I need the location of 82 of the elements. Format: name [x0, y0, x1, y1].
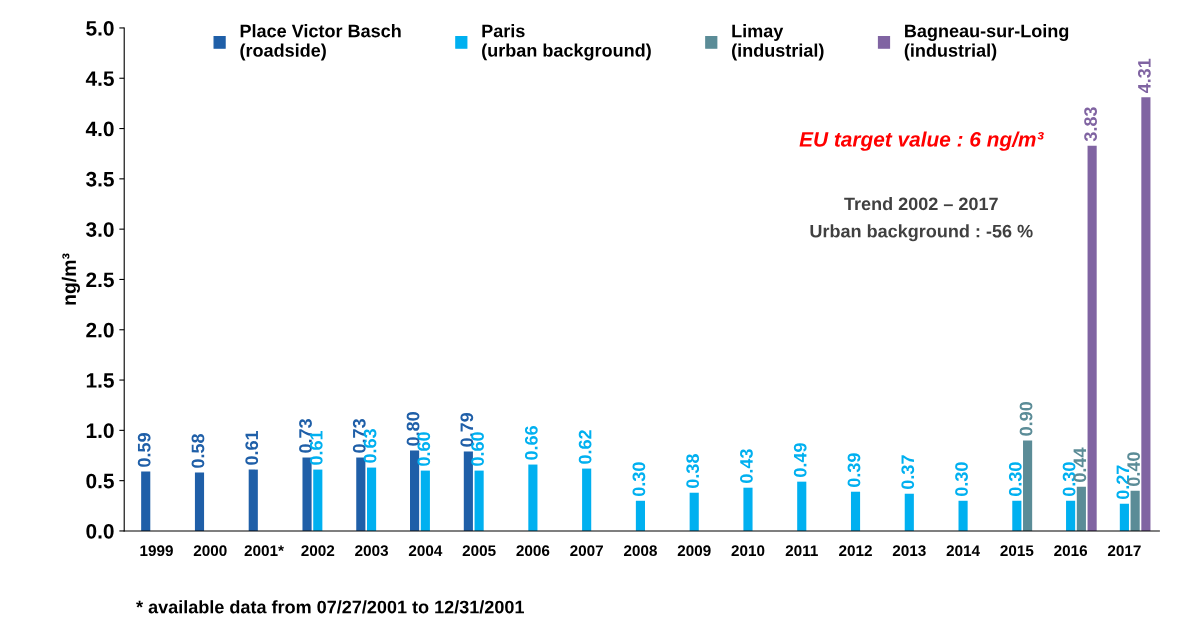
bar: [141, 471, 151, 531]
text: * available data from 07/27/2001 to 12/31/2001: [136, 600, 524, 614]
legend-label: Place Victor Basch (roadside): [240, 24, 401, 61]
data-label: 0.90: [1019, 401, 1033, 436]
x-tick-label: 1999: [140, 545, 173, 557]
bar: [850, 491, 861, 531]
x-tick-label: 2006: [516, 545, 550, 557]
x-tick-label: 2017: [1107, 545, 1141, 557]
data-label: 0.58: [191, 433, 205, 468]
bar: [474, 470, 484, 531]
bar: [582, 468, 592, 531]
bar: [689, 492, 699, 531]
data-label: 0.30: [1008, 462, 1022, 497]
bar: [1130, 490, 1140, 531]
bar: [1087, 145, 1097, 531]
y-tick-label: 1.5: [86, 373, 114, 388]
bar: [313, 469, 323, 531]
x-tick-label: 2016: [1054, 545, 1088, 557]
bar: [194, 472, 205, 531]
data-label: 0.43: [740, 449, 753, 483]
data-label: 0.30: [632, 462, 646, 497]
x-tick-label: 2015: [1000, 545, 1034, 557]
annotation: Trend 2002 – 2017 Urban background : -56 %: [810, 196, 1033, 242]
y-tick-label: 2.5: [86, 272, 114, 288]
data-label: 4.31: [1137, 58, 1151, 94]
bar: [463, 451, 473, 531]
bar: [367, 467, 377, 531]
bar: [248, 469, 258, 531]
legend-label: Paris (urban background): [482, 24, 651, 61]
bar: [1076, 486, 1086, 531]
data-label: 0.49: [793, 443, 807, 477]
y-tick-label: 0.5: [86, 473, 114, 489]
bar: [635, 500, 645, 531]
x-tick-label: 2013: [892, 545, 926, 557]
x-tick-label: 2002: [301, 545, 335, 557]
x-tick-label: 2005: [462, 545, 496, 557]
bar: [797, 481, 807, 531]
data-label: 0.66: [524, 426, 538, 460]
y-tick-label: 2.0: [86, 322, 114, 338]
x-tick-label: 2000: [193, 545, 227, 557]
x-tick-label: 2007: [570, 545, 603, 557]
x-tick-label: 2001*: [244, 545, 284, 557]
bar: [1141, 97, 1151, 531]
data-label: 0.73: [299, 419, 312, 453]
x-tick-label: 2003: [355, 545, 389, 557]
bar: [1119, 503, 1129, 531]
data-label: 3.83: [1084, 107, 1097, 142]
annotation: EU target value : 6 ng/m³: [799, 131, 1044, 151]
x-tick-label: 2011: [785, 545, 818, 557]
y-axis-title: ng/m³: [61, 253, 80, 305]
x-tick-label: 2010: [731, 545, 765, 557]
bar: [1066, 500, 1076, 531]
x-tick-label: 2008: [623, 545, 657, 557]
bar: [1023, 440, 1033, 531]
y-tick-label: 4.5: [85, 71, 114, 86]
legend-label: Limay (industrial): [732, 24, 824, 61]
x-tick-label: 2014: [946, 545, 980, 557]
y-tick-label: 3.0: [86, 222, 114, 237]
bar: [420, 470, 430, 531]
data-label: 0.59: [137, 433, 151, 467]
x-tick-label: 2012: [839, 545, 872, 557]
bar: [528, 464, 538, 531]
data-label: 0.39: [847, 453, 861, 487]
bar: [302, 457, 312, 531]
data-label: 0.37: [901, 455, 915, 489]
y-tick-label: 3.5: [86, 171, 114, 187]
bar: [958, 500, 968, 531]
bar: [743, 487, 753, 531]
y-tick-label: 1.0: [86, 423, 114, 439]
y-tick-label: 0.0: [86, 523, 114, 539]
y-tick-label: 5.0: [86, 20, 114, 36]
y-tick-label: 4.0: [85, 121, 114, 137]
legend-label: Bagneau-sur-Loing (industrial): [904, 24, 1069, 61]
data-label: 0.61: [245, 430, 259, 465]
x-tick-label: 2004: [408, 545, 443, 557]
bar: [904, 493, 914, 531]
data-label: 0.38: [686, 454, 700, 488]
bar: [1012, 500, 1022, 531]
data-label: 0.30: [955, 462, 968, 497]
data-label: 0.61: [309, 430, 323, 465]
x-tick-label: 2009: [677, 545, 711, 557]
data-label: 0.62: [578, 430, 592, 464]
